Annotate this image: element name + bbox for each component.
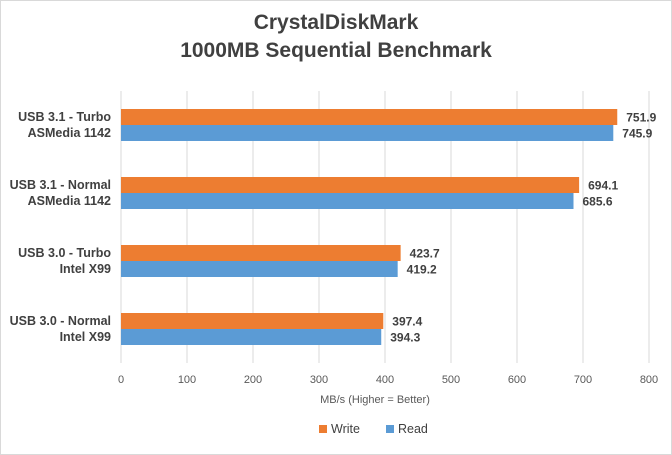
bar-write xyxy=(121,313,384,329)
data-label: 745.9 xyxy=(622,127,652,141)
x-tick-label: 600 xyxy=(508,374,526,386)
x-tick-label: 800 xyxy=(640,374,658,386)
x-tick-label: 300 xyxy=(310,374,328,386)
legend-label: Read xyxy=(398,422,428,436)
data-label: 394.3 xyxy=(390,331,420,345)
category-label: ASMedia 1142 xyxy=(28,126,111,140)
category-label: USB 3.1 - Normal xyxy=(10,178,111,192)
data-label: 751.9 xyxy=(626,111,656,125)
chart-title-block: CrystalDiskMark 1000MB Sequential Benchm… xyxy=(1,9,671,65)
data-label: 397.4 xyxy=(392,315,422,329)
x-tick-label: 700 xyxy=(574,374,592,386)
category-label: ASMedia 1142 xyxy=(28,194,111,208)
legend-swatch-write xyxy=(319,425,327,433)
bar-read xyxy=(121,261,398,277)
data-label: 685.6 xyxy=(582,195,612,209)
legend-swatch-read xyxy=(386,425,394,433)
category-label: USB 3.0 - Turbo xyxy=(18,246,111,260)
category-label: Intel X99 xyxy=(60,330,111,344)
x-tick-label: 400 xyxy=(376,374,394,386)
category-label: USB 3.1 - Turbo xyxy=(18,110,111,124)
chart-title: CrystalDiskMark xyxy=(253,11,419,34)
data-label: 419.2 xyxy=(407,263,437,277)
x-tick-label: 200 xyxy=(244,374,262,386)
bar-read xyxy=(121,125,614,141)
x-tick-label: 0 xyxy=(118,374,124,386)
category-label: USB 3.0 - Normal xyxy=(10,314,111,328)
category-label: Intel X99 xyxy=(60,262,111,276)
x-tick-label: 500 xyxy=(442,374,460,386)
bar-write xyxy=(121,109,618,125)
x-tick-label: 100 xyxy=(178,374,196,386)
chart-subtitle: 1000MB Sequential Benchmark xyxy=(180,39,492,62)
legend-label: Write xyxy=(331,422,360,436)
bar-read xyxy=(121,329,382,345)
bar-read xyxy=(121,193,574,209)
data-label: 694.1 xyxy=(588,179,618,193)
data-label: 423.7 xyxy=(410,247,440,261)
bar-write xyxy=(121,245,401,261)
x-axis-title: MB/s (Higher = Better) xyxy=(320,394,430,406)
bar-write xyxy=(121,177,580,193)
